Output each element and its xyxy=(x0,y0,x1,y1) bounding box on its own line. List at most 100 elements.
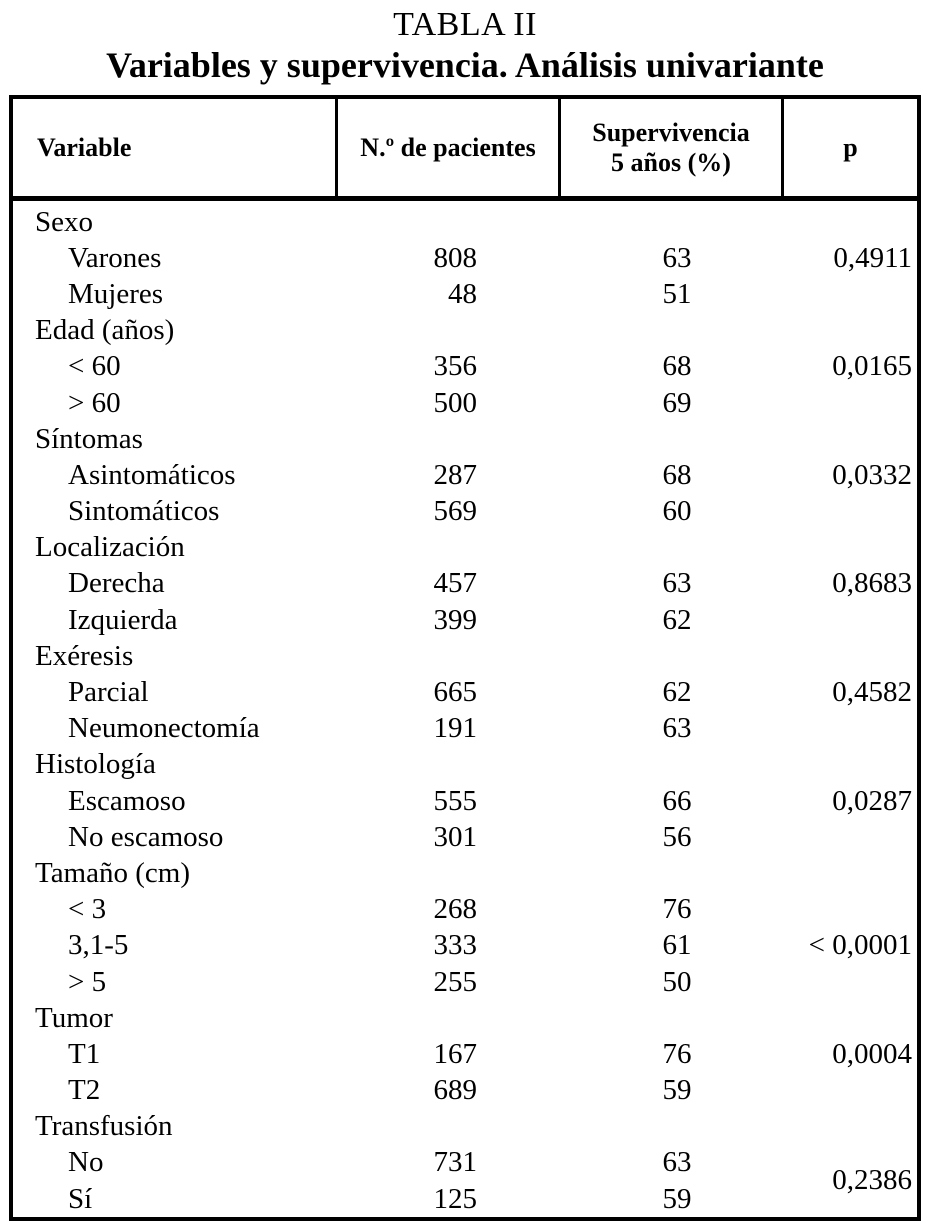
survival-cell: 51 xyxy=(662,277,692,310)
variable-cell: Derecha xyxy=(68,567,165,600)
patients-cell: 191 xyxy=(433,712,478,745)
variable-cell: Síntomas xyxy=(35,422,143,455)
table-row: 3,1-5 333 61 < 0,0001 xyxy=(13,928,917,964)
patients-cell: 808 xyxy=(433,241,478,274)
survival-cell: 63 xyxy=(662,712,692,745)
variable-cell: Sintomáticos xyxy=(68,495,220,528)
variable-cell: No escamoso xyxy=(68,820,224,853)
variable-cell: Exéresis xyxy=(35,639,134,672)
patients-cell: 48 xyxy=(448,277,477,310)
survival-cell: 50 xyxy=(662,965,692,998)
survival-cell: 69 xyxy=(662,386,692,419)
variable-cell: Varones xyxy=(68,241,162,274)
table-row: Histología xyxy=(13,747,917,783)
patients-cell: 301 xyxy=(433,820,478,853)
variable-cell: Transfusión xyxy=(35,1110,173,1143)
variable-cell: Izquierda xyxy=(68,603,178,636)
patients-cell: 665 xyxy=(433,676,478,709)
table-row: < 3 268 76 xyxy=(13,892,917,928)
variable-cell: > 60 xyxy=(68,386,121,419)
survival-cell: 68 xyxy=(662,350,692,383)
header-patients: N.º de pacientes xyxy=(338,99,561,196)
table-row: Varones 808 63 0,4911 xyxy=(13,240,917,276)
variable-cell: Sexo xyxy=(35,205,93,238)
p-value-cell: 0,0332 xyxy=(832,458,912,491)
p-value-cell: 0,8683 xyxy=(832,567,912,600)
variable-cell: T2 xyxy=(68,1074,101,1107)
header-p: p xyxy=(843,132,858,162)
data-table: Variable N.º de pacientes Supervivencia … xyxy=(9,95,921,1221)
survival-cell: 76 xyxy=(662,1037,692,1070)
table-row: Transfusión xyxy=(13,1109,917,1145)
variable-cell: No xyxy=(68,1146,104,1179)
variable-cell: T1 xyxy=(68,1037,101,1070)
patients-cell: 500 xyxy=(433,386,478,419)
variable-cell: 3,1-5 xyxy=(68,929,129,962)
patients-cell: 457 xyxy=(433,567,478,600)
variable-cell: Edad (años) xyxy=(35,314,175,347)
survival-cell: 59 xyxy=(662,1182,692,1215)
table-row: Asintomáticos 287 68 0,0332 xyxy=(13,457,917,493)
p-value-cell: < 0,0001 xyxy=(808,929,912,962)
variable-cell: Tamaño (cm) xyxy=(35,856,190,889)
variable-cell: Escamoso xyxy=(68,784,186,817)
table-row: Síntomas xyxy=(13,421,917,457)
table-row: < 60 356 68 0,0165 xyxy=(13,349,917,385)
p-value-cell: 0,0165 xyxy=(832,350,912,383)
p-value-cell: 0,4911 xyxy=(833,241,912,274)
table-row: Edad (años) xyxy=(13,313,917,349)
patients-cell: 255 xyxy=(433,965,478,998)
header-variable: Variable xyxy=(13,99,338,196)
variable-cell: Neumonectomía xyxy=(68,712,260,745)
survival-cell: 63 xyxy=(662,567,692,600)
p-value-cell: 0,0287 xyxy=(832,784,912,817)
survival-cell: 61 xyxy=(662,929,692,962)
header-survival-line2: 5 años (%) xyxy=(611,147,731,177)
header-survival: Supervivencia 5 años (%) xyxy=(561,99,784,196)
p-value-cell: 0,0004 xyxy=(832,1037,912,1070)
table-row: Neumonectomía 191 63 xyxy=(13,711,917,747)
table-row: Parcial 665 62 0,4582 xyxy=(13,674,917,710)
variable-cell: > 5 xyxy=(68,965,107,998)
table-caption-number: TABLA II xyxy=(393,6,537,43)
table-row: Izquierda 399 62 xyxy=(13,602,917,638)
survival-cell: 56 xyxy=(662,820,692,853)
patients-cell: 731 xyxy=(433,1146,478,1179)
patients-cell: 356 xyxy=(433,350,478,383)
table-row: > 5 255 50 xyxy=(13,964,917,1000)
survival-cell: 63 xyxy=(662,1146,692,1179)
survival-cell: 60 xyxy=(662,495,692,528)
p-value-cell: 0,2386 xyxy=(790,1146,917,1196)
patients-cell: 125 xyxy=(433,1182,478,1215)
table-row: Derecha 457 63 0,8683 xyxy=(13,566,917,602)
patients-cell: 167 xyxy=(433,1037,478,1070)
table-row: Exéresis xyxy=(13,638,917,674)
table-row: Sexo xyxy=(13,204,917,240)
variable-cell: Localización xyxy=(35,531,185,564)
table-header-row: Variable N.º de pacientes Supervivencia … xyxy=(13,99,917,201)
variable-cell: Mujeres xyxy=(68,277,164,310)
p-value-cell: 0,4582 xyxy=(832,676,912,709)
table-row: Mujeres 48 51 xyxy=(13,276,917,312)
patients-cell: 555 xyxy=(433,784,478,817)
table-row: Sí 125 59 xyxy=(13,1181,917,1217)
table-row: No escamoso 301 56 xyxy=(13,819,917,855)
patients-cell: 287 xyxy=(433,458,478,491)
variable-cell: Tumor xyxy=(35,1001,113,1034)
patients-cell: 268 xyxy=(433,893,478,926)
table-row: > 60 500 69 xyxy=(13,385,917,421)
table-row: Tamaño (cm) xyxy=(13,855,917,891)
survival-cell: 59 xyxy=(662,1074,692,1107)
patients-cell: 689 xyxy=(433,1074,478,1107)
patients-cell: 399 xyxy=(433,603,478,636)
table-row: T1 167 76 0,0004 xyxy=(13,1036,917,1072)
patients-cell: 569 xyxy=(433,495,478,528)
survival-cell: 62 xyxy=(662,603,692,636)
table-row: Escamoso 555 66 0,0287 xyxy=(13,783,917,819)
table-caption-title: Variables y supervivencia. Análisis univ… xyxy=(106,45,824,85)
survival-cell: 68 xyxy=(662,458,692,491)
survival-cell: 62 xyxy=(662,676,692,709)
table-row: Tumor xyxy=(13,1000,917,1036)
variable-cell: Asintomáticos xyxy=(68,458,236,491)
